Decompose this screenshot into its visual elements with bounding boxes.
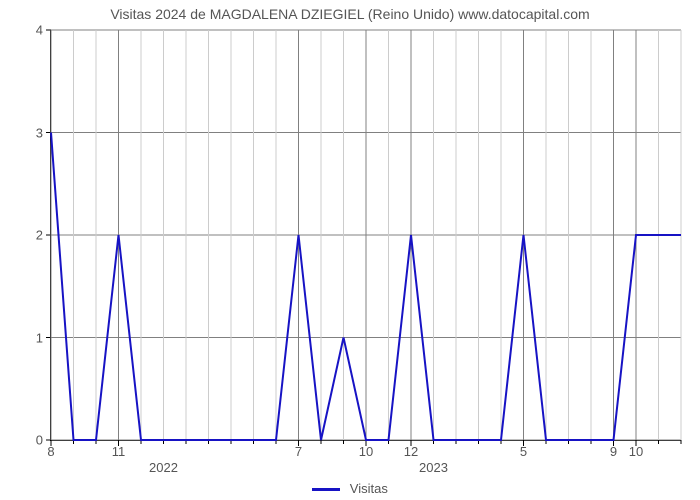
x-tick-label: 8 [47, 440, 54, 459]
x-tick-label: 9 [610, 440, 617, 459]
x-tick-label: 5 [520, 440, 527, 459]
y-tick-label: 3 [36, 125, 51, 140]
x-tick-label: 11 [112, 440, 126, 459]
legend: Visitas [0, 481, 700, 496]
data-line [51, 30, 681, 440]
x-tick-label: 10 [629, 440, 643, 459]
legend-label: Visitas [350, 481, 388, 496]
x-year-label: 2023 [419, 460, 448, 475]
chart-container: Visitas 2024 de MAGDALENA DZIEGIEL (Rein… [0, 0, 700, 500]
x-tick-label: 10 [359, 440, 373, 459]
chart-title: Visitas 2024 de MAGDALENA DZIEGIEL (Rein… [0, 6, 700, 22]
legend-swatch [312, 488, 340, 491]
y-tick-label: 1 [36, 330, 51, 345]
y-tick-label: 2 [36, 228, 51, 243]
y-tick-label: 4 [36, 23, 51, 38]
x-year-label: 2022 [149, 460, 178, 475]
x-tick-label: 12 [404, 440, 418, 459]
plot-area: 0123481171012591020222023 [50, 30, 681, 441]
x-tick-label: 7 [295, 440, 302, 459]
